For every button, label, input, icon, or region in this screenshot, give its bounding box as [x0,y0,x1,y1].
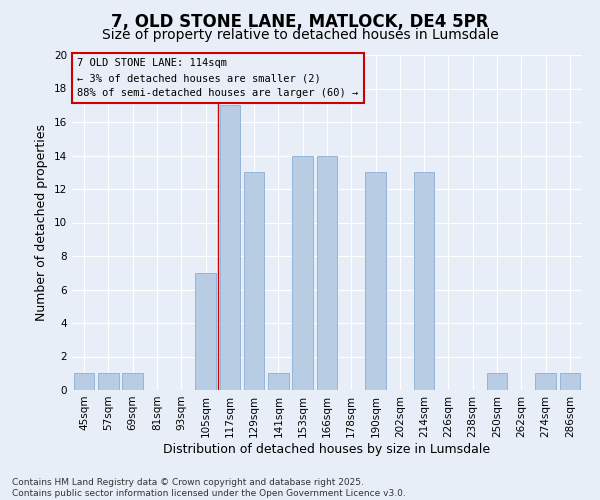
Bar [487,373,508,390]
Text: Size of property relative to detached houses in Lumsdale: Size of property relative to detached ho… [101,28,499,42]
Bar [220,106,240,390]
Bar [317,156,337,390]
Text: Contains HM Land Registry data © Crown copyright and database right 2025.
Contai: Contains HM Land Registry data © Crown c… [12,478,406,498]
Bar [268,373,289,390]
Bar [244,172,265,390]
Bar [414,172,434,390]
Bar [535,373,556,390]
Bar [74,373,94,390]
X-axis label: Distribution of detached houses by size in Lumsdale: Distribution of detached houses by size … [163,442,491,456]
Text: 7 OLD STONE LANE: 114sqm
← 3% of detached houses are smaller (2)
88% of semi-det: 7 OLD STONE LANE: 114sqm ← 3% of detache… [77,58,358,98]
Bar [98,373,119,390]
Bar [195,273,216,390]
Bar [365,172,386,390]
Bar [292,156,313,390]
Y-axis label: Number of detached properties: Number of detached properties [35,124,49,321]
Bar [122,373,143,390]
Text: 7, OLD STONE LANE, MATLOCK, DE4 5PR: 7, OLD STONE LANE, MATLOCK, DE4 5PR [111,12,489,30]
Bar [560,373,580,390]
